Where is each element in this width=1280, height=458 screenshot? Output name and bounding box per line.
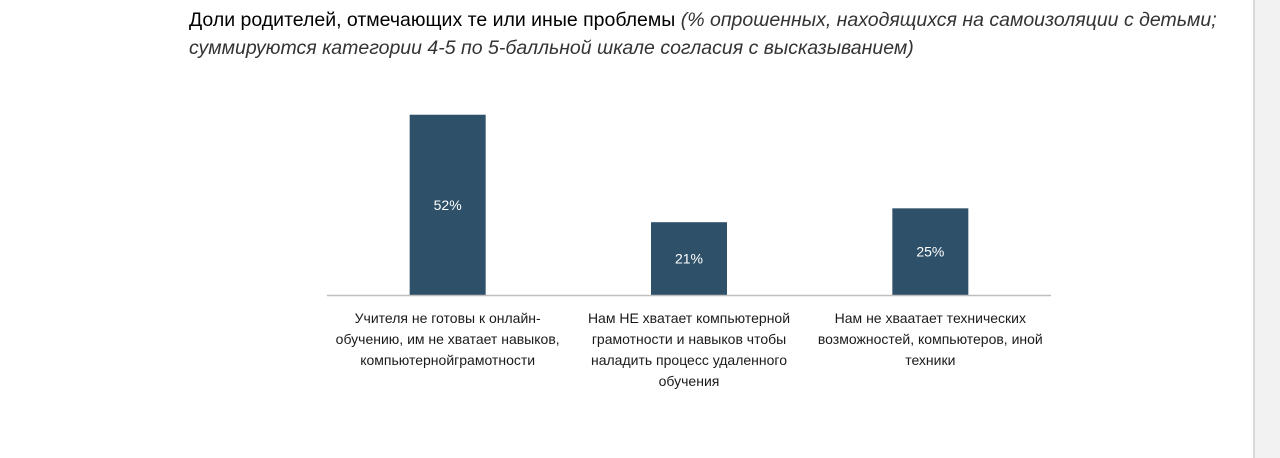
bar-value-label-2: 21%	[675, 251, 703, 267]
page-edge	[1253, 0, 1255, 458]
chart-title-main: Доли родителей, отмечающих те или иные п…	[189, 9, 676, 31]
slide-page	[0, 0, 1253, 458]
bar-value-label-3: 25%	[916, 244, 944, 260]
bar-chart: 52% 21% 25%	[327, 114, 1051, 297]
bar-2	[651, 222, 727, 295]
x-tick-label-3: Нам не хваатает технических возможностей…	[817, 310, 1043, 368]
bar-1	[409, 114, 486, 295]
x-tick-label-1: Учителя не готовы к онлайн-обучению, им …	[335, 310, 560, 368]
bar-value-label-1: 52%	[434, 197, 462, 213]
chart-subtitle: (% опрошенных, находящихся на самоизоляц…	[189, 9, 1217, 59]
chart-title: Доли родителей, отмечающих те или иные п…	[189, 6, 1219, 62]
bar-3	[892, 208, 969, 295]
x-tick-label-2: Нам НЕ хватает компьютерной грамотности …	[587, 310, 791, 389]
